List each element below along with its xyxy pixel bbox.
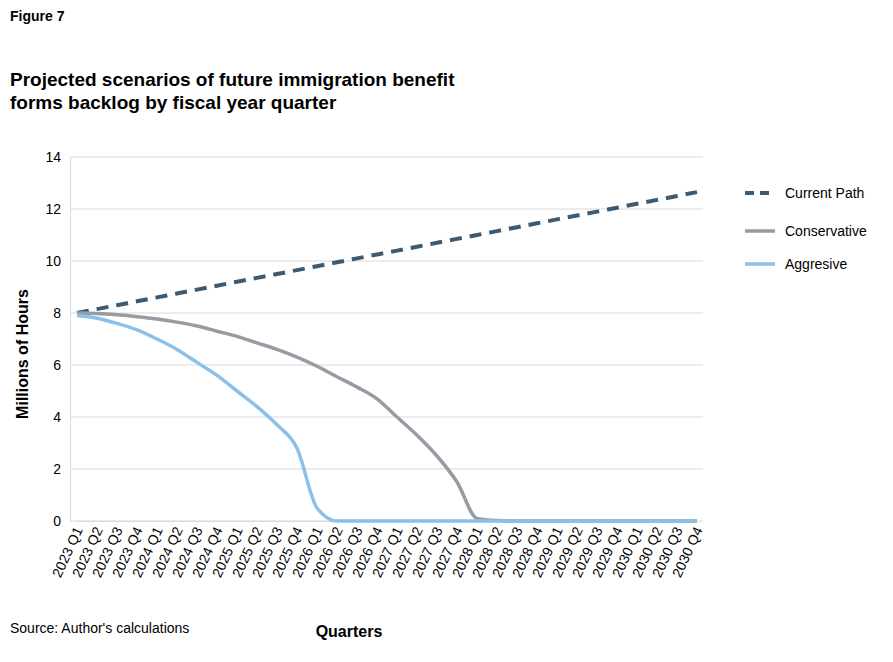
y-tick: 12 [45, 201, 70, 217]
y-tick: 6 [53, 357, 70, 373]
y-tick: 0 [53, 513, 70, 529]
grid-line [70, 469, 703, 470]
y-axis-title: Millions of Hours [14, 289, 31, 419]
y-tick-label: 6 [53, 357, 61, 373]
y-tick: 4 [53, 409, 70, 425]
legend: Current Path Conservative Aggresive [745, 185, 867, 272]
y-tick-label: 0 [53, 513, 61, 529]
x-axis: 2023 Q12023 Q22023 Q32023 Q42024 Q12024 … [49, 521, 706, 580]
grid-line [70, 417, 703, 418]
y-tick-label: 4 [53, 409, 61, 425]
grid-line [70, 261, 703, 262]
legend-label: Current Path [785, 185, 864, 201]
grid [70, 157, 703, 521]
series-line [77, 316, 697, 521]
y-tick: 10 [45, 253, 70, 269]
legend-label: Conservative [785, 223, 867, 239]
x-tick: 2030 Q4 [669, 521, 706, 580]
y-tick-label: 8 [53, 305, 61, 321]
legend-item: Conservative [745, 223, 867, 239]
chart-title: Projected scenarios of future immigratio… [10, 69, 455, 113]
series-lines [77, 192, 697, 521]
grid-line [70, 157, 703, 158]
y-axis: 0 2 4 6 8 10 12 14 [45, 149, 70, 529]
y-tick: 2 [53, 461, 70, 477]
legend-swatch [745, 262, 775, 266]
grid-line [70, 313, 703, 314]
grid-line [70, 365, 703, 366]
y-axis-line [70, 158, 71, 522]
source-note: Source: Author's calculations [10, 620, 189, 636]
series-line [77, 313, 697, 521]
y-tick: 8 [53, 305, 70, 321]
legend-swatch [745, 191, 775, 195]
legend-item: Aggresive [745, 256, 847, 272]
background [0, 0, 893, 662]
legend-swatch [745, 229, 775, 233]
legend-label: Aggresive [785, 256, 847, 272]
x-axis-title: Quarters [316, 623, 383, 640]
y-tick: 14 [45, 149, 70, 165]
x-tick-label: 2030 Q4 [669, 524, 706, 580]
y-tick-label: 14 [45, 149, 61, 165]
y-tick-label: 12 [45, 201, 61, 217]
series-line [77, 192, 697, 313]
chart-svg: Figure 7 Projected scenarios of future im… [0, 0, 893, 662]
y-tick-label: 2 [53, 461, 61, 477]
y-tick-label: 10 [45, 253, 61, 269]
figure-label: Figure 7 [10, 8, 65, 24]
legend-item: Current Path [745, 185, 864, 201]
